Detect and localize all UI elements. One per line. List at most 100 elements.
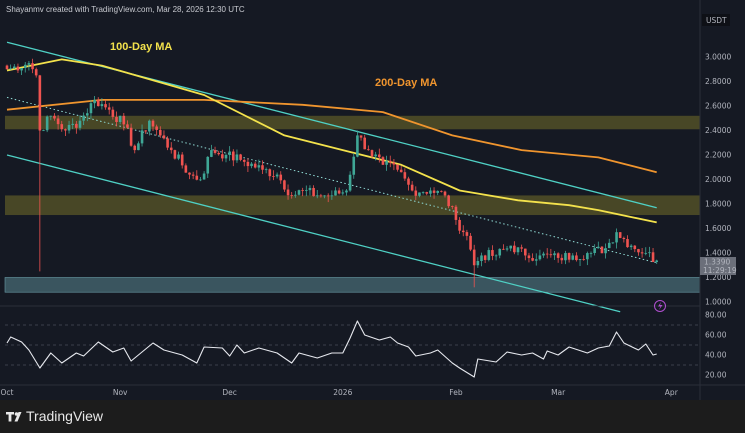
candle: [9, 64, 12, 70]
candle-body: [239, 154, 242, 160]
candle-body: [86, 113, 89, 116]
candle-body: [319, 195, 323, 197]
candle: [166, 136, 169, 151]
candle-body: [443, 191, 447, 196]
tradingview-logo-icon[interactable]: [6, 412, 22, 422]
candle-body: [9, 68, 12, 70]
candle: [71, 118, 74, 130]
candle: [107, 102, 111, 115]
candle-body: [513, 245, 516, 253]
candle: [556, 252, 560, 263]
candle-body: [294, 194, 297, 196]
candle: [633, 245, 637, 253]
candle: [319, 193, 323, 198]
candle-body: [104, 104, 107, 108]
candle: [184, 163, 188, 173]
candle: [578, 259, 582, 267]
candle-body: [93, 99, 96, 104]
candle: [593, 244, 596, 256]
candle-body: [180, 154, 184, 166]
candle: [232, 149, 235, 167]
price-tick: 1.4000: [705, 249, 731, 258]
candle-body: [23, 64, 27, 68]
candle-body: [531, 258, 534, 261]
candle-body: [13, 66, 16, 69]
time-tick: Dec: [222, 388, 237, 397]
candle: [374, 151, 377, 161]
price-tick: 1.6000: [705, 224, 731, 233]
candle: [155, 124, 158, 136]
candle: [589, 251, 593, 258]
candle: [432, 187, 436, 199]
candle: [272, 170, 275, 181]
candle-body: [589, 253, 593, 254]
candle-body: [228, 151, 231, 155]
candle: [538, 249, 542, 261]
candle-body: [38, 75, 42, 131]
candle: [622, 236, 626, 243]
candle-body: [538, 255, 542, 260]
candle: [381, 156, 385, 165]
candle: [217, 150, 220, 156]
candle: [34, 67, 38, 78]
candle: [228, 146, 231, 161]
candle-body: [137, 143, 140, 151]
candle-body: [363, 137, 366, 150]
time-tick: Nov: [113, 388, 128, 397]
candle-body: [655, 260, 658, 262]
candle: [469, 233, 472, 252]
candle-body: [542, 253, 545, 256]
candle-body: [472, 249, 476, 266]
candle: [480, 252, 483, 267]
candle-body: [297, 190, 301, 195]
price-tick: 2.0000: [705, 175, 731, 184]
candle: [75, 121, 78, 134]
currency-badge[interactable]: [702, 14, 730, 26]
candle: [257, 159, 261, 172]
ma200-line: [6, 99, 657, 174]
candle-body: [195, 175, 199, 180]
candle-body: [221, 154, 224, 159]
candle-body: [330, 195, 334, 197]
candle-body: [374, 154, 377, 157]
candle-body: [162, 135, 166, 139]
lightning-icon[interactable]: [654, 300, 666, 312]
candle-body: [71, 123, 74, 125]
candle-body: [64, 129, 67, 131]
candle-body: [571, 255, 575, 260]
candle: [96, 97, 100, 107]
candle: [356, 130, 359, 158]
candle: [494, 254, 498, 261]
candle: [524, 248, 527, 261]
resistance-zone: [5, 115, 700, 130]
candle-body: [60, 124, 64, 130]
candle-body: [122, 115, 126, 125]
candle: [308, 185, 312, 196]
candle-body: [498, 248, 502, 256]
candle: [403, 168, 407, 181]
tradingview-brand: TradingView: [26, 408, 104, 424]
candle: [534, 253, 538, 266]
candle-body: [403, 172, 407, 179]
support-zone: [4, 277, 701, 293]
candle-body: [140, 130, 144, 144]
candle: [345, 189, 348, 196]
candle: [458, 217, 461, 234]
candle: [118, 115, 122, 125]
candle-body: [637, 249, 640, 253]
price-tick: 1.0000: [705, 298, 731, 307]
candle-body: [491, 250, 494, 256]
candle: [618, 232, 622, 239]
candle: [520, 244, 523, 252]
candle-body: [279, 174, 283, 181]
candle-body: [242, 159, 246, 162]
candle-body: [286, 189, 290, 196]
candle: [421, 191, 425, 195]
candle: [644, 247, 648, 256]
candle: [334, 187, 337, 196]
candle: [388, 155, 392, 168]
candle-body: [213, 150, 217, 153]
candle: [93, 95, 96, 109]
candle: [651, 247, 655, 263]
